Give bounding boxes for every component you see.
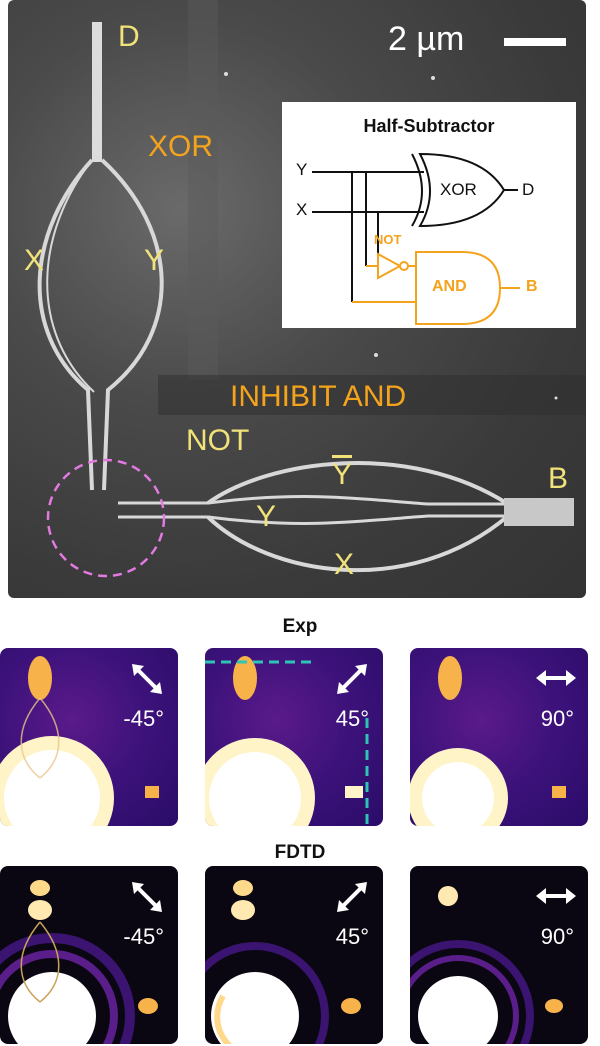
angle-label: 90° [540,924,574,949]
exp-field-map [205,656,369,826]
fdtd-panel-2: 45° [205,866,383,1044]
fdtd-field-map [410,886,563,1044]
waveguide-structure [37,0,586,578]
polarization-arrow-icon [337,664,367,694]
output-d-waveguide [92,22,102,162]
angle-label: -45° [123,924,164,949]
fdtd-panel-3: 90° [410,866,588,1044]
output-b-pad [504,498,574,526]
fdtd-field-map [0,880,158,1044]
xor-waveguide [37,158,164,491]
angle-label: 45° [335,706,369,731]
fdtd-field-map [205,880,361,1044]
label-inhibit-and: INHIBIT AND [230,380,407,413]
exp-panel-2: 45° [205,648,383,826]
angle-label: -45° [123,706,164,731]
label-x-top: X [24,244,45,277]
half-subtractor-inset: Half-Subtractor Y X XOR D NOT [282,102,576,328]
polarization-arrow-icon [132,664,162,694]
angle-label: 90° [540,706,574,731]
scale-bar-label: 2 µm [388,20,465,58]
excitation-spot-circle [46,458,166,578]
exp-panel-3: 90° [410,648,588,826]
exp-field-map [410,656,566,826]
polarization-arrow-icon [536,888,576,904]
exp-panel-1: -45° [0,648,178,826]
inset-input-y: Y [296,160,308,179]
label-y-bar: Y [332,458,353,491]
sem-image: D XOR X Y INHIBIT AND NOT Y Y X B 2 µm H… [8,0,586,598]
polarization-arrow-icon [132,882,162,912]
label-not: NOT [186,424,250,457]
angle-label: 45° [335,924,369,949]
inset-output-d: D [522,180,535,199]
label-b: B [548,462,569,495]
label-xor: XOR [148,130,214,163]
x-waveguide [206,514,510,573]
not-waveguide [206,461,510,506]
exp-section-title: Exp [282,616,318,637]
scale-bar [504,38,566,46]
exp-field-map [0,656,159,826]
fdtd-panel-1: -45° [0,866,178,1044]
label-y-bottom: Y [256,500,277,533]
fdtd-section-title: FDTD [274,842,326,863]
label-y-top: Y [144,244,165,277]
polarization-arrow-icon [536,670,576,686]
circuit-diagram [312,152,520,325]
label-d: D [118,20,140,53]
inset-input-x: X [296,200,308,219]
inset-title: Half-Subtractor [363,116,495,136]
label-x-bottom: X [334,548,355,581]
inset-not-label: NOT [374,232,402,247]
polarization-arrow-icon [337,882,367,912]
inset-and-label: AND [432,278,467,295]
inset-output-b: B [526,278,538,295]
inset-xor-label: XOR [440,180,477,199]
